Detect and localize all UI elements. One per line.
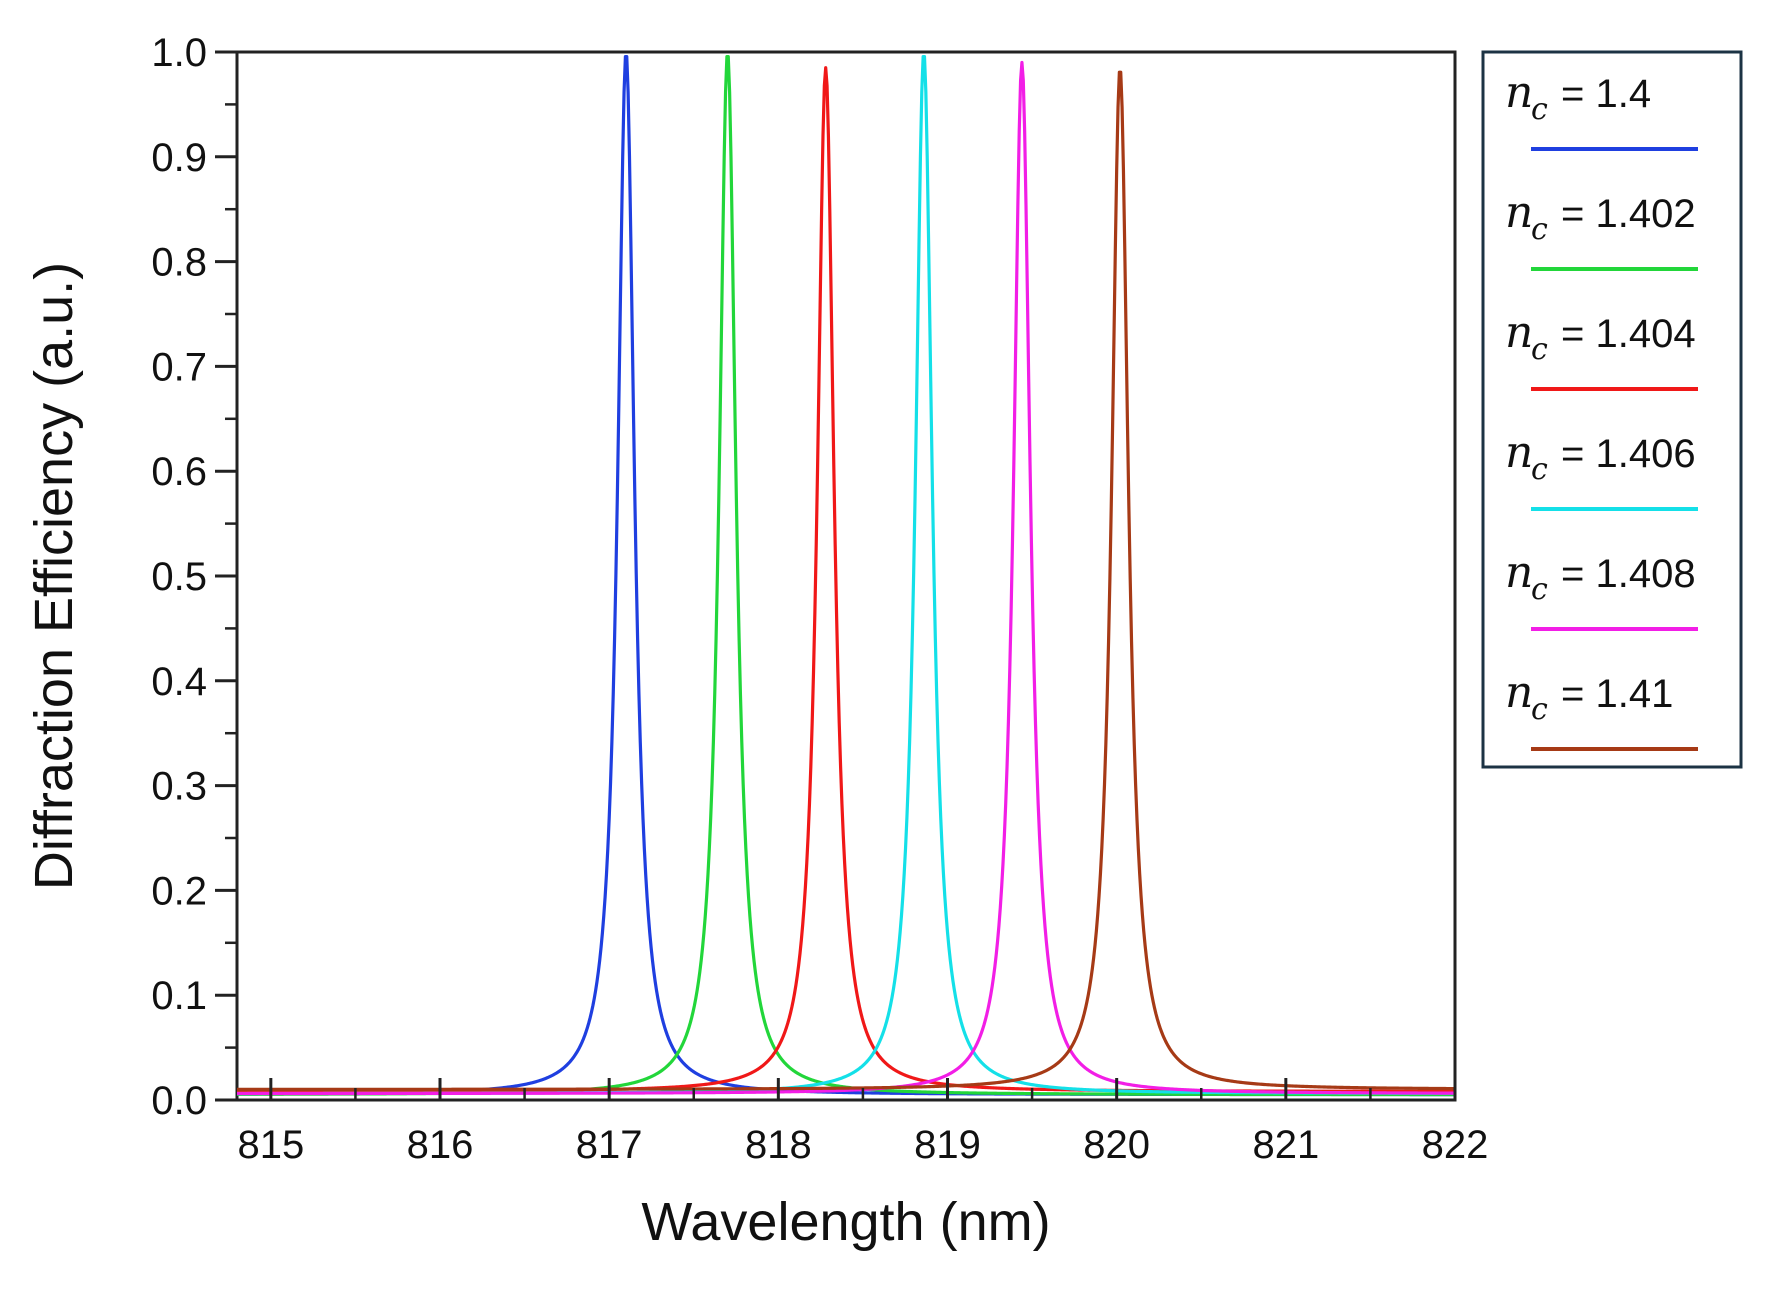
series-line-1 [236, 55, 1456, 1097]
legend-subscript: c [1531, 572, 1548, 607]
y-tick-label: 0.3 [151, 765, 207, 809]
series-line-3 [236, 66, 1456, 1093]
legend-subscript: c [1531, 332, 1548, 367]
series-line-6 [236, 70, 1456, 1091]
legend-symbol: n [1505, 427, 1533, 478]
legend-subscript: c [1531, 692, 1548, 727]
axes [235, 50, 1457, 1102]
plot-frame [235, 50, 1457, 1102]
legend-item: nc = 1.402 [1505, 187, 1698, 271]
legend-symbol: n [1505, 187, 1533, 238]
legend-subscript: c [1531, 92, 1548, 127]
x-tick-label: 815 [237, 1123, 304, 1167]
legend-item: nc = 1.41 [1505, 667, 1698, 751]
x-tick-label: 819 [914, 1123, 981, 1167]
x-tick-label: 820 [1083, 1123, 1150, 1167]
legend-label: = 1.404 [1561, 312, 1696, 356]
x-tick-label: 822 [1422, 1123, 1489, 1167]
legend-label: = 1.402 [1561, 192, 1696, 236]
legend-label: = 1.408 [1561, 552, 1696, 596]
x-tick-label: 817 [576, 1123, 643, 1167]
legend-symbol: n [1505, 307, 1533, 358]
y-tick-label: 0.7 [151, 345, 207, 389]
legend-symbol: n [1505, 67, 1533, 118]
y-tick-label: 0.8 [151, 241, 207, 285]
series-line-2 [236, 55, 1456, 1097]
x-axis-title: Wavelength (nm) [641, 1192, 1050, 1252]
ticks: 815 816 817 818 819 820 821 822 0.0 0.1 0.2 0.3 0.4 0… [151, 31, 1488, 1167]
series-line-5 [236, 60, 1456, 1096]
y-tick-label: 0.2 [151, 869, 207, 913]
legend-label: = 1.406 [1561, 432, 1696, 476]
x-tick-label: 821 [1252, 1123, 1319, 1167]
y-tick-label: 1.0 [151, 31, 207, 75]
legend-item: nc = 1.404 [1505, 307, 1698, 391]
legend-item: nc = 1.406 [1505, 427, 1698, 511]
legend-box [1481, 50, 1743, 769]
y-axis-title: Diffraction Efficiency (a.u.) [24, 262, 84, 890]
y-tick-label: 0.5 [151, 555, 207, 599]
legend-subscript: c [1531, 452, 1548, 487]
legend-symbol: n [1505, 667, 1533, 718]
legend-label: = 1.4 [1561, 72, 1651, 116]
y-tick-label: 0.4 [151, 660, 207, 704]
y-tick-label: 0.0 [151, 1079, 207, 1123]
legend-item: nc = 1.4 [1505, 67, 1698, 151]
series-line-4 [236, 55, 1456, 1096]
legend-subscript: c [1531, 212, 1548, 247]
x-tick-label: 818 [745, 1123, 812, 1167]
legend-symbol: n [1505, 547, 1533, 598]
x-tick-label: 816 [407, 1123, 474, 1167]
y-tick-label: 0.9 [151, 136, 207, 180]
y-tick-label: 0.1 [151, 974, 207, 1018]
y-tick-label: 0.6 [151, 450, 207, 494]
legend-label: = 1.41 [1561, 672, 1673, 716]
series-curves [236, 55, 1456, 1097]
legend-item: nc = 1.408 [1505, 547, 1698, 631]
